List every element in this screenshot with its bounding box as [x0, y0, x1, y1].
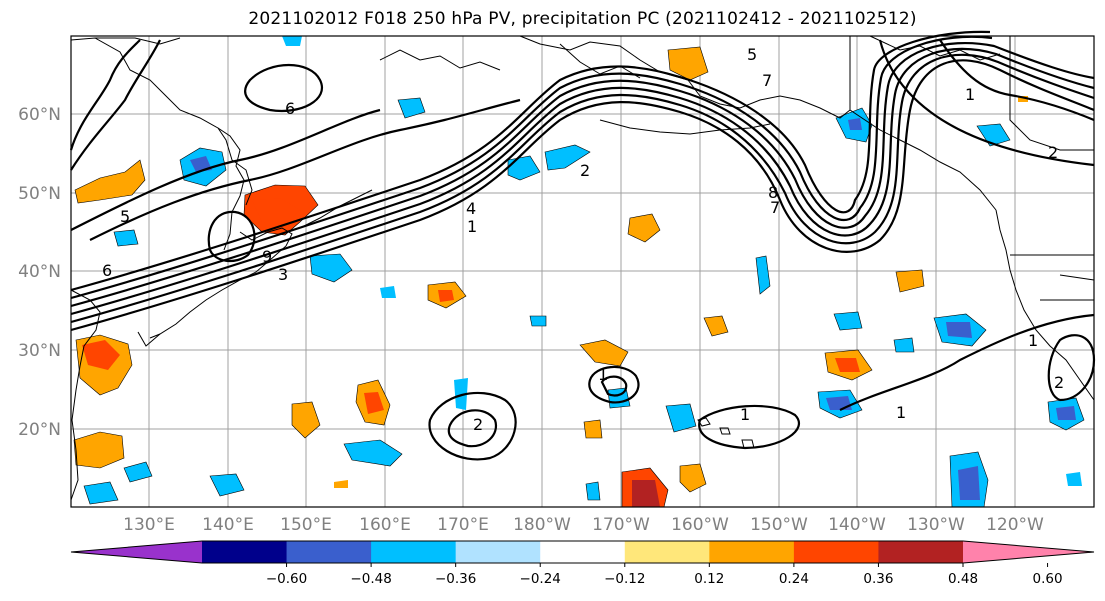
contour-label: 1	[598, 365, 608, 384]
colorbar-segment	[71, 541, 202, 563]
contour-labels: 1 1 2 2 3 4 5 6 6 7 8 9 1 2 1 2 1 1 5 7	[102, 45, 1064, 434]
contour-label: 5	[120, 207, 130, 226]
colorbar-tick-label: −0.48	[350, 571, 391, 587]
lon-label: 150°W	[750, 515, 808, 535]
pv-contours	[69, 30, 1096, 461]
colorbar: −0.60 −0.48 −0.36 −0.24 −0.12 0.12 0.24 0.36 0.4…	[70, 540, 1095, 587]
lon-label: 130°E	[123, 515, 175, 535]
precipitation-fills	[73, 36, 1085, 508]
colorbar-tick-label: 0.36	[863, 571, 893, 587]
map-frame	[70, 35, 1095, 508]
colorbar-segment	[878, 541, 964, 563]
colorbar-tick-label: 0.12	[694, 571, 724, 587]
lon-label: 160°E	[359, 515, 411, 535]
contour-label: 2	[473, 415, 483, 434]
contour-label: 1	[740, 405, 750, 424]
contour-label: 4	[466, 199, 476, 218]
contour-label: 1	[467, 217, 477, 236]
lon-label: 150°E	[280, 515, 332, 535]
colorbar-segment	[371, 541, 457, 563]
lat-label: 60°N	[18, 105, 61, 125]
lat-label: 30°N	[18, 341, 61, 361]
colorbar-tick-label: −0.36	[435, 571, 476, 587]
colorbar-tick-label: 0.24	[779, 571, 809, 587]
lon-label: 170°E	[437, 515, 489, 535]
colorbar-tick-label: 0.48	[948, 571, 978, 587]
colorbar-tick-label: −0.60	[266, 571, 307, 587]
lon-label: 120°W	[986, 515, 1044, 535]
longitude-labels: 130°E 140°E 150°E 160°E 170°E 180°W 170°…	[123, 515, 1044, 535]
contour-label: 3	[278, 265, 288, 284]
colorbar-tick-label: −0.12	[604, 571, 645, 587]
lon-label: 160°W	[671, 515, 729, 535]
contour-label: 5	[747, 45, 757, 64]
map-title: 2021102012 F018 250 hPa PV, precipitatio…	[248, 9, 917, 29]
colorbar-segment	[202, 541, 288, 563]
contour-label: 6	[102, 261, 112, 280]
colorbar-segment	[286, 541, 372, 563]
colorbar-segment	[793, 541, 879, 563]
colorbar-segment	[455, 541, 541, 563]
colorbar-outline	[70, 540, 1095, 564]
contour-label: 2	[1054, 373, 1064, 392]
contour-label: 9	[262, 247, 272, 266]
colorbar-segment	[624, 541, 710, 563]
lon-label: 170°W	[592, 515, 650, 535]
lon-label: 140°W	[828, 515, 886, 535]
lat-label: 40°N	[18, 262, 61, 282]
lon-label: 140°E	[202, 515, 254, 535]
lat-label: 50°N	[18, 184, 61, 204]
colorbar-tick-label: −0.24	[520, 571, 561, 587]
lon-label: 180°W	[513, 515, 571, 535]
contour-label: 8	[768, 183, 778, 202]
contour-label: 7	[762, 71, 772, 90]
contour-label: 7	[770, 198, 780, 217]
colorbar-tick-label: 0.60	[1033, 571, 1063, 587]
contour-label: 1	[1028, 331, 1038, 350]
coastlines	[70, 35, 1095, 501]
colorbar-segment	[709, 541, 795, 563]
colorbar-segment	[540, 541, 626, 563]
contour-label: 2	[1048, 143, 1058, 162]
latitude-labels: 60°N 50°N 40°N 30°N 20°N	[18, 105, 61, 440]
contour-label: 2	[580, 161, 590, 180]
lon-label: 130°W	[907, 515, 965, 535]
colorbar-segment	[963, 541, 1094, 563]
contour-label: 1	[896, 403, 906, 422]
contour-label: 6	[285, 99, 295, 118]
lat-label: 20°N	[18, 420, 61, 440]
contour-label: 1	[965, 85, 975, 104]
